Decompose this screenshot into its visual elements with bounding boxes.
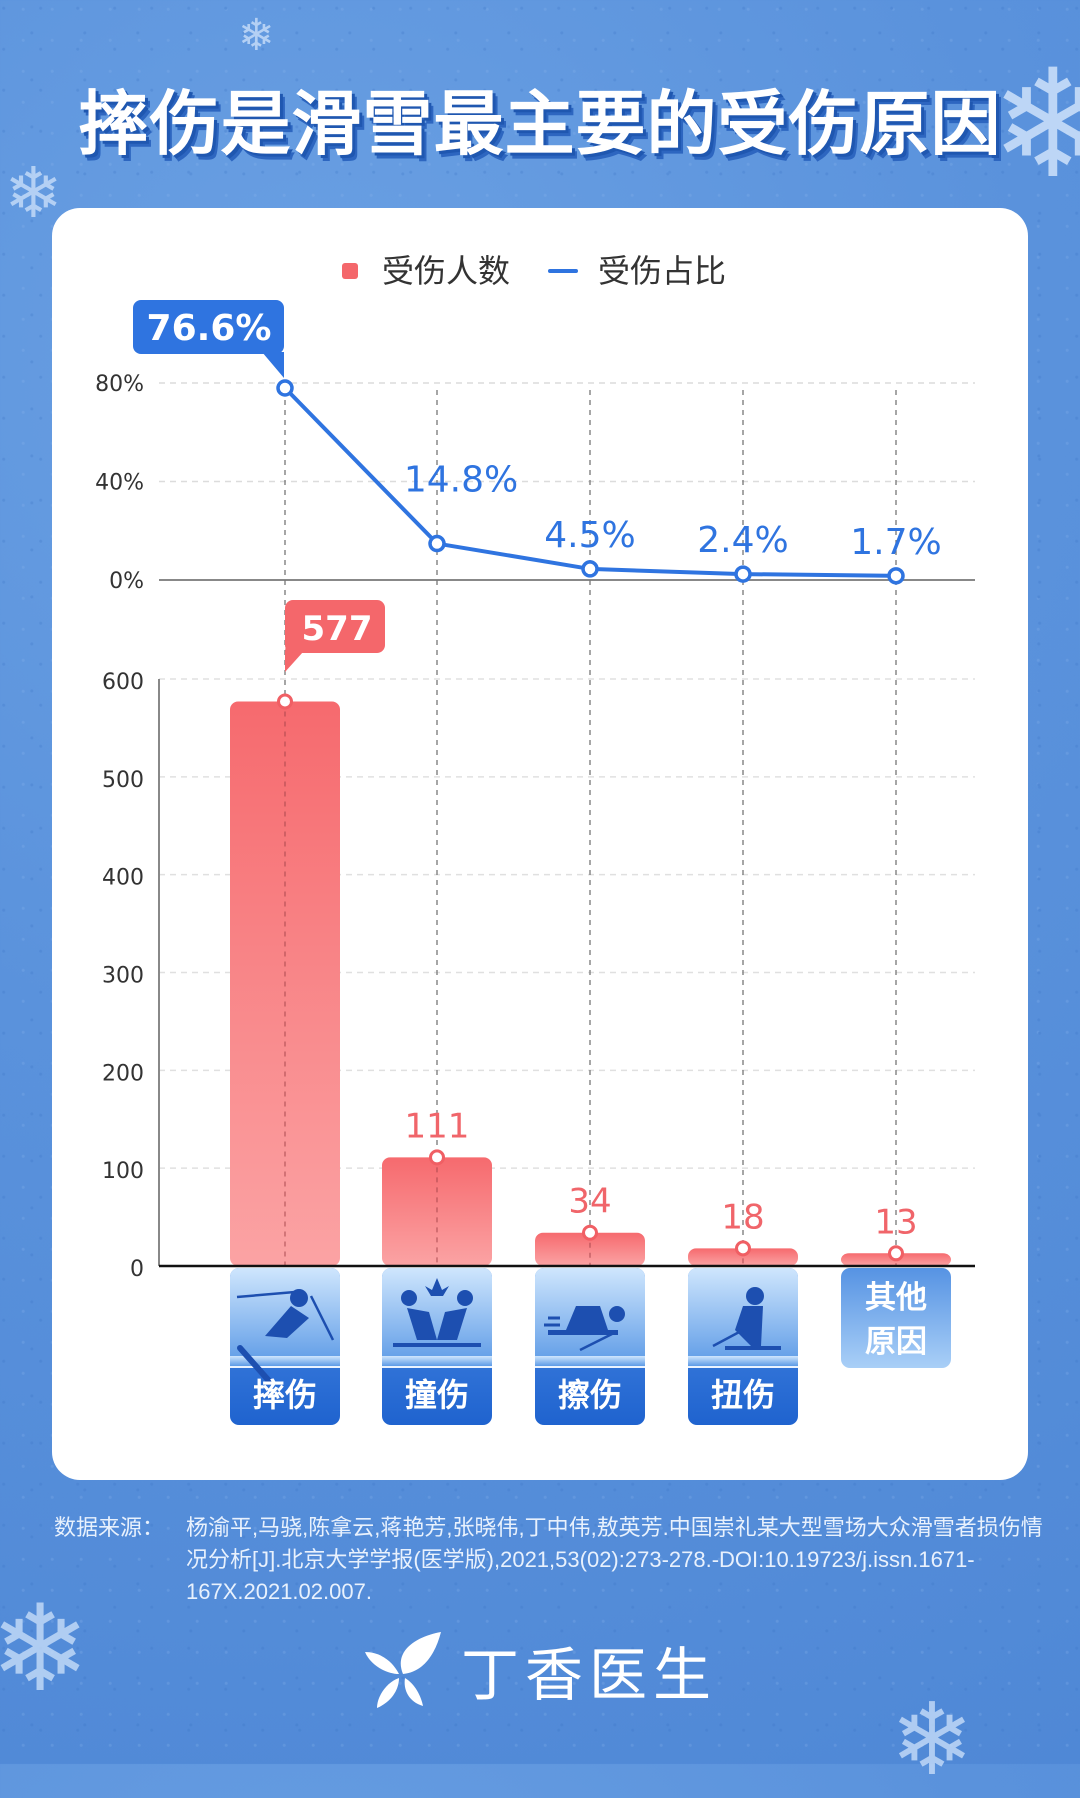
lilac-leaf-icon — [364, 1632, 441, 1708]
category-label: 摔伤 — [253, 1376, 317, 1414]
svg-text:受伤占比: 受伤占比 — [598, 252, 726, 290]
bar-value-label: 18 — [721, 1197, 764, 1237]
bar-value-label: 13 — [874, 1202, 917, 1242]
combo-chart: 受伤人数 受伤占比 0% 40% 80% 0 100 200 300 400 500 600 577 11… — [95, 252, 975, 1425]
bar-value-label: 111 — [405, 1106, 470, 1146]
line-point[interactable] — [887, 567, 905, 585]
category-2[interactable]: 撞伤 — [382, 1268, 492, 1425]
category-label: 其他 — [865, 1280, 927, 1316]
line-point[interactable] — [276, 379, 294, 397]
bar-5[interactable] — [841, 1245, 951, 1266]
svg-text:300: 300 — [102, 964, 144, 989]
line-value-label: 2.4% — [697, 520, 788, 561]
source-label: 数据来源： — [54, 1515, 165, 1540]
category-1[interactable]: 摔伤 — [230, 1268, 340, 1425]
svg-text:80%: 80% — [95, 372, 144, 397]
category-4[interactable]: 扭伤 — [688, 1268, 798, 1425]
brand-name: 丁香医生 — [460, 1641, 717, 1709]
chart-card: 受伤人数 受伤占比 0% 40% 80% 0 100 200 300 400 500 600 577 11… — [52, 208, 1028, 1480]
line-value-callout: 76.6% — [133, 300, 284, 378]
chart-legend: 受伤人数 受伤占比 — [342, 252, 726, 290]
bar-1[interactable] — [230, 693, 340, 1266]
line-point[interactable] — [734, 565, 752, 583]
svg-text:0%: 0% — [109, 569, 144, 594]
bar-value-label: 34 — [568, 1182, 611, 1222]
line-point[interactable] — [428, 534, 446, 553]
snowflake-icon: ❄ — [0, 1580, 91, 1719]
svg-text:76.6%: 76.6% — [147, 308, 272, 349]
bar-3[interactable] — [535, 1224, 645, 1266]
snowflake-icon: ❄ — [990, 38, 1080, 212]
bar-2[interactable] — [382, 1149, 492, 1266]
snowflake-icon: ❄ — [238, 10, 275, 61]
line-value-label: 14.8% — [404, 460, 518, 501]
svg-text:40%: 40% — [95, 471, 144, 496]
svg-text:受伤人数: 受伤人数 — [382, 252, 510, 290]
data-source: 数据来源： 杨渝平,马骁,陈拿云,蒋艳芳,张晓伟,丁中伟,敖英芳.中国崇礼某大型… — [54, 1512, 1044, 1608]
svg-text:400: 400 — [102, 866, 144, 891]
category-label: 原因 — [865, 1324, 927, 1360]
svg-text:600: 600 — [102, 670, 144, 695]
page-title: 摔伤是滑雪最主要的受伤原因 — [78, 83, 1002, 165]
line-point[interactable] — [581, 560, 599, 578]
category-label: 扭伤 — [711, 1376, 775, 1414]
svg-text:577: 577 — [302, 609, 373, 649]
source-citation: 杨渝平,马骁,陈拿云,蒋艳芳,张晓伟,丁中伟,敖英芳.中国崇礼某大型雪场大众滑雪… — [186, 1515, 1043, 1604]
bar-4[interactable] — [688, 1240, 798, 1266]
snowflake-icon: ❄ — [4, 152, 63, 234]
category-label: 擦伤 — [558, 1376, 622, 1414]
category-3[interactable]: 擦伤 — [535, 1268, 645, 1425]
bar-value-callout: 577 — [285, 600, 385, 672]
svg-text:0: 0 — [130, 1257, 144, 1282]
line-value-label: 4.5% — [544, 515, 635, 556]
svg-text:200: 200 — [102, 1061, 144, 1086]
category-label: 撞伤 — [405, 1376, 469, 1414]
brand-logo: 丁香医生 — [0, 1628, 1080, 1712]
svg-text:100: 100 — [102, 1159, 144, 1184]
line-value-label: 1.7% — [850, 522, 941, 563]
svg-text:500: 500 — [102, 768, 144, 793]
